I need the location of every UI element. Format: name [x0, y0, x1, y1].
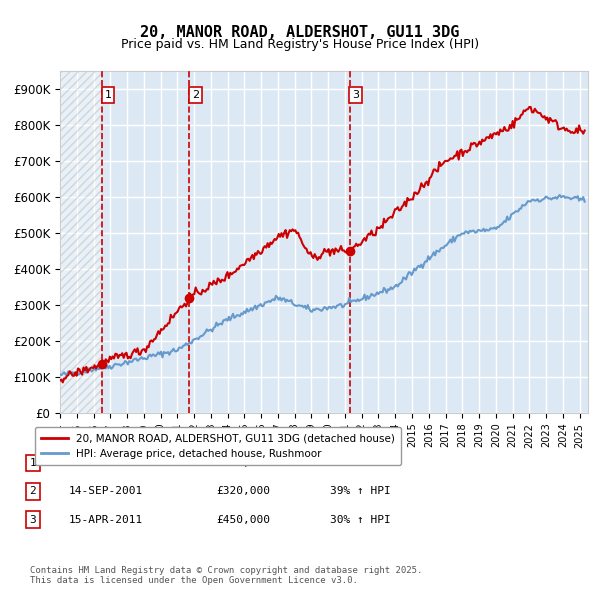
Legend: 20, MANOR ROAD, ALDERSHOT, GU11 3DG (detached house), HPI: Average price, detach: 20, MANOR ROAD, ALDERSHOT, GU11 3DG (det… — [35, 427, 401, 465]
Text: £450,000: £450,000 — [216, 515, 270, 525]
Text: 2: 2 — [29, 487, 37, 496]
Text: 1: 1 — [104, 90, 112, 100]
Text: 2: 2 — [192, 90, 199, 100]
Text: 14-SEP-2001: 14-SEP-2001 — [69, 487, 143, 496]
Text: 20, MANOR ROAD, ALDERSHOT, GU11 3DG: 20, MANOR ROAD, ALDERSHOT, GU11 3DG — [140, 25, 460, 40]
Text: 15-APR-2011: 15-APR-2011 — [69, 515, 143, 525]
Text: 3: 3 — [352, 90, 359, 100]
Bar — [60, 71, 102, 413]
Text: 3: 3 — [29, 515, 37, 525]
Text: 39% ↑ HPI: 39% ↑ HPI — [330, 487, 391, 496]
Text: 21% ↑ HPI: 21% ↑ HPI — [330, 458, 391, 468]
Text: Price paid vs. HM Land Registry's House Price Index (HPI): Price paid vs. HM Land Registry's House … — [121, 38, 479, 51]
Text: 30% ↑ HPI: 30% ↑ HPI — [330, 515, 391, 525]
Text: £136,000: £136,000 — [216, 458, 270, 468]
Text: 03-JUL-1996: 03-JUL-1996 — [69, 458, 143, 468]
Text: £320,000: £320,000 — [216, 487, 270, 496]
Text: 1: 1 — [29, 458, 37, 468]
Text: Contains HM Land Registry data © Crown copyright and database right 2025.
This d: Contains HM Land Registry data © Crown c… — [30, 566, 422, 585]
